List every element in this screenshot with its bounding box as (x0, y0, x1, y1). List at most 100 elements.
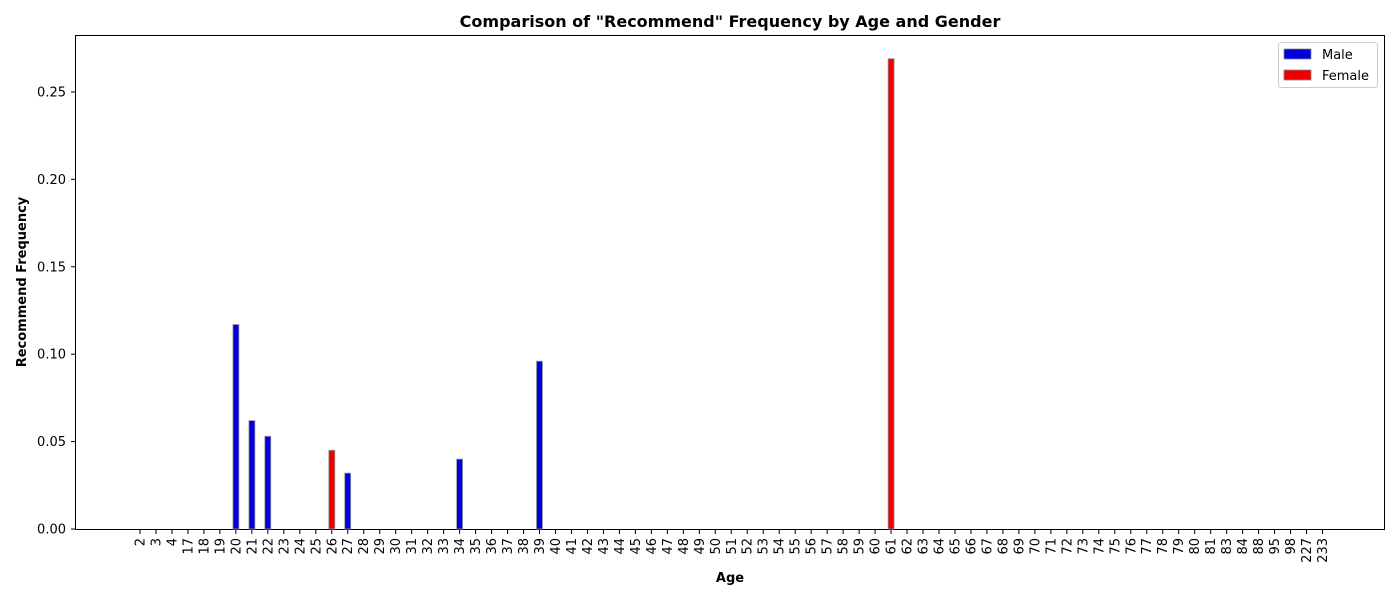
x-tick-label: 44 (613, 538, 628, 555)
x-tick-label: 33 (437, 538, 452, 555)
x-tick-label: 60 (869, 538, 884, 555)
bar-male-20 (232, 324, 240, 530)
x-tick-label: 35 (469, 538, 484, 555)
x-tick-label: 65 (948, 538, 963, 555)
x-tick-label: 73 (1076, 538, 1091, 555)
y-tick-label: 0.20 (37, 173, 66, 188)
x-tick-label: 32 (421, 538, 436, 555)
x-tick-label: 88 (1252, 538, 1267, 555)
x-tick-label: 37 (501, 538, 516, 555)
x-tick-label: 40 (549, 538, 564, 555)
x-tick-label: 3 (149, 538, 164, 546)
x-tick-label: 68 (996, 538, 1011, 555)
x-tick-label: 64 (933, 538, 948, 555)
x-axis: 2 3 4 17 18 19 20 21 22 23 24 25 26 27 28 29 30 31 32 33 34 3… (134, 529, 1331, 563)
x-tick-label: 19 (213, 538, 228, 555)
bar-male-39 (536, 360, 543, 530)
x-tick-label: 54 (773, 538, 788, 555)
x-tick-label: 62 (901, 538, 916, 555)
bar-male-21 (248, 420, 256, 530)
x-tick-label: 72 (1060, 538, 1075, 555)
y-axis: 0.00 0.05 0.10 0.15 0.20 0.25 (37, 85, 76, 538)
x-tick-label: 51 (725, 538, 740, 555)
x-tick-label: 41 (565, 538, 580, 555)
x-tick-label: 25 (309, 538, 324, 555)
x-axis-title: Age (716, 571, 744, 586)
x-tick-label: 233 (1316, 538, 1331, 563)
x-tick-label: 71 (1044, 538, 1059, 555)
x-tick-label: 26 (325, 538, 340, 555)
y-tick-label: 0.10 (37, 348, 66, 363)
x-tick-label: 18 (197, 538, 212, 555)
y-tick-label: 0.15 (37, 260, 66, 275)
x-tick-label: 22 (261, 538, 276, 555)
legend-swatch-male (1283, 48, 1312, 60)
y-axis-title: Recommend Frequency (15, 196, 30, 367)
x-tick-label: 58 (837, 538, 852, 555)
x-tick-label: 63 (917, 538, 932, 555)
x-tick-label: 66 (964, 538, 979, 555)
x-tick-label: 84 (1236, 538, 1251, 555)
bar-female-26 (328, 449, 336, 530)
bars-group (232, 58, 895, 530)
x-tick-label: 67 (980, 538, 995, 555)
x-tick-label: 4 (165, 538, 180, 546)
x-tick-label: 2 (134, 538, 149, 546)
x-tick-label: 81 (1204, 538, 1219, 555)
chart-title: Comparison of "Recommend" Frequency by A… (460, 12, 1001, 31)
x-tick-label: 95 (1268, 538, 1283, 555)
x-tick-label: 80 (1188, 538, 1203, 555)
x-tick-label: 76 (1124, 538, 1139, 555)
x-tick-label: 48 (677, 538, 692, 555)
x-tick-label: 50 (709, 538, 724, 555)
x-tick-label: 55 (789, 538, 804, 555)
plot-area (75, 35, 1385, 530)
x-tick-label: 59 (853, 538, 868, 555)
x-tick-label: 98 (1284, 538, 1299, 555)
x-tick-label: 34 (453, 538, 468, 555)
x-tick-label: 49 (693, 538, 708, 555)
x-tick-label: 70 (1028, 538, 1043, 555)
x-tick-label: 77 (1140, 538, 1155, 555)
x-tick-label: 38 (517, 538, 532, 555)
x-tick-label: 78 (1156, 538, 1171, 555)
x-tick-label: 31 (405, 538, 420, 555)
x-tick-label: 36 (485, 538, 500, 555)
x-tick-label: 17 (181, 538, 196, 555)
x-tick-label: 57 (821, 538, 836, 555)
x-tick-label: 28 (357, 538, 372, 555)
bar-male-34 (456, 458, 464, 530)
bar-male-22 (264, 435, 272, 530)
x-tick-label: 45 (629, 538, 644, 555)
legend-swatch-female (1283, 69, 1312, 81)
x-tick-label: 75 (1108, 538, 1123, 555)
y-tick-label: 0.00 (37, 523, 66, 538)
x-tick-label: 42 (581, 538, 596, 555)
x-tick-label: 20 (229, 538, 244, 555)
x-tick-label: 23 (277, 538, 292, 555)
bar-female-61 (887, 58, 895, 530)
bar-male-27 (344, 472, 352, 530)
x-tick-label: 83 (1220, 538, 1235, 555)
x-tick-label: 30 (389, 538, 404, 555)
x-tick-label: 56 (805, 538, 820, 555)
legend: Male Female (1278, 42, 1378, 88)
x-tick-label: 47 (661, 538, 676, 555)
x-tick-label: 69 (1012, 538, 1027, 555)
x-tick-label: 29 (373, 538, 388, 555)
x-tick-label: 74 (1092, 538, 1107, 555)
x-tick-label: 46 (645, 538, 660, 555)
x-tick-label: 52 (741, 538, 756, 555)
y-tick-label: 0.25 (37, 85, 66, 100)
legend-label-male: Male (1322, 48, 1353, 63)
x-tick-label: 27 (341, 538, 356, 555)
y-tick-label: 0.05 (37, 435, 66, 450)
x-tick-label: 39 (533, 538, 548, 555)
x-tick-label: 227 (1300, 538, 1315, 563)
x-tick-label: 21 (245, 538, 260, 555)
legend-label-female: Female (1322, 69, 1369, 84)
x-tick-label: 53 (757, 538, 772, 555)
x-tick-label: 43 (597, 538, 612, 555)
x-tick-label: 79 (1172, 538, 1187, 555)
